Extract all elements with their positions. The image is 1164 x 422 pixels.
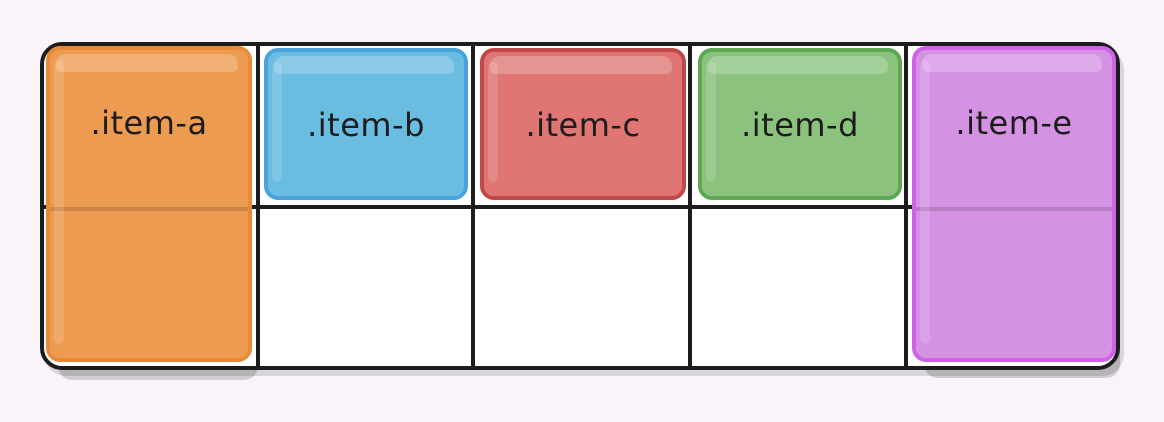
grid-row-line: [40, 205, 1120, 209]
item-c-label: .item-c: [525, 106, 641, 144]
grid-item-b: .item-b: [264, 48, 468, 200]
item-a-row-line: [50, 207, 248, 211]
grid-item-d: .item-d: [698, 48, 902, 200]
item-e-label: .item-e: [955, 104, 1073, 142]
grid-item-a: .item-a: [46, 46, 252, 362]
item-b-label: .item-b: [307, 106, 425, 144]
item-a-label: .item-a: [90, 104, 208, 142]
grid-item-e: .item-e: [912, 46, 1116, 362]
grid-item-c: .item-c: [480, 48, 686, 200]
item-d-label: .item-d: [741, 106, 859, 144]
item-e-row-line: [916, 207, 1112, 211]
